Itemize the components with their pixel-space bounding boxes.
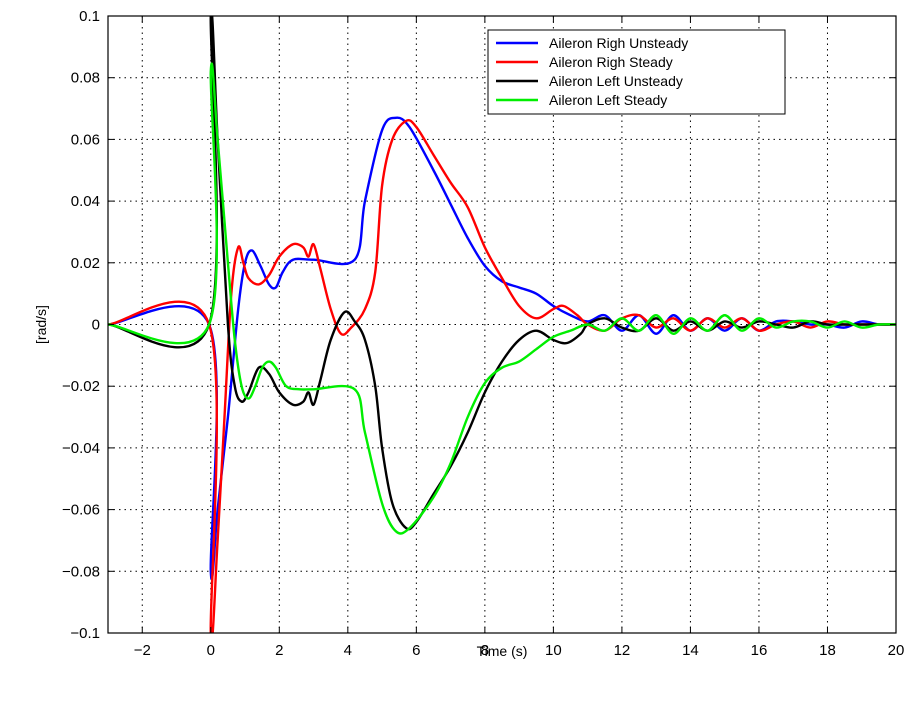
y-tick-label: −0.02 [62,378,100,395]
legend: Aileron Righ Unsteady Aileron Righ Steady… [487,29,786,115]
series-lines [108,16,896,633]
tick-labels: −2 0 2 4 6 8 10 12 14 16 18 20 −0.1 −0.08 −0.06 −0.04 −0… [62,8,904,659]
x-tick-label: 4 [344,642,352,659]
x-axis-label: Time (s) [477,643,528,659]
x-tick-label: −2 [134,642,151,659]
x-tick-label: 20 [888,642,905,659]
x-tick-label: 14 [682,642,699,659]
x-tick-label: 18 [819,642,836,659]
x-tick-label: 0 [207,642,215,659]
axis-ticks [108,15,897,634]
y-tick-label: 0.1 [79,8,100,25]
y-tick-label: −0.08 [62,563,100,580]
x-tick-label: 12 [614,642,631,659]
y-tick-label: −0.06 [62,502,100,519]
y-tick-label: −0.1 [70,625,100,642]
y-axis-label: [rad/s] [33,305,49,344]
x-tick-label: 8 [481,642,489,659]
y-tick-label: 0.08 [71,70,100,87]
x-tick-label: 6 [412,642,420,659]
legend-label-aileron-righ-steady: Aileron Righ Steady [549,54,673,70]
series-line-aileron-left-steady [108,62,896,535]
legend-label-aileron-left-unsteady: Aileron Left Unsteady [549,73,683,89]
legend-label-aileron-left-steady: Aileron Left Steady [549,92,667,108]
y-tick-label: −0.04 [62,440,100,457]
legend-label-aileron-righ-unsteady: Aileron Righ Unsteady [549,35,688,51]
x-tick-label: 2 [275,642,283,659]
x-tick-label: 16 [751,642,768,659]
y-tick-label: 0.02 [71,255,100,272]
y-tick-label: 0 [92,317,100,334]
x-tick-label: 10 [545,642,562,659]
y-tick-label: 0.06 [71,131,100,148]
y-tick-label: 0.04 [71,193,100,210]
